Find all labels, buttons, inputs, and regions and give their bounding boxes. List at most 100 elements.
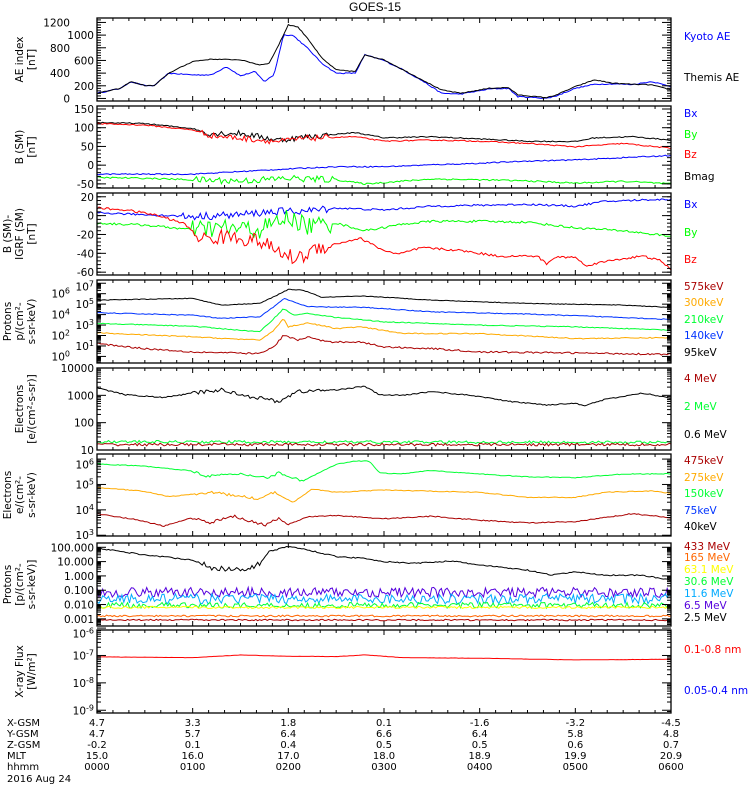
tick-base: 150: [74, 104, 94, 116]
y-tick-label: 400: [50, 68, 70, 80]
legend-entry: 30.6 MeV: [684, 576, 734, 588]
legend-entry: Bz: [684, 149, 697, 161]
panel-frame: [96, 629, 672, 714]
legend-entry: 150keV: [684, 488, 724, 500]
y-tick-label: -50: [77, 179, 94, 191]
y-tick-label: 10-9: [73, 703, 94, 717]
y-tick-label: 0.001: [64, 614, 94, 626]
y-tick-label: 1000: [67, 390, 94, 402]
tick-base: 10.000: [57, 557, 94, 569]
y-axis-label: AE index: [14, 37, 26, 83]
tick-exponent: 5: [89, 297, 94, 306]
tick-exponent: 3: [89, 318, 94, 327]
legend-entry: 0.6 MeV: [684, 429, 728, 441]
series-line-bz: [97, 122, 671, 149]
y-axis-label: s-sr-keV): [26, 472, 38, 518]
y-tick-label: 10: [81, 445, 94, 457]
series-line-575kev: [97, 335, 671, 356]
series-line-by: [97, 210, 671, 239]
y-tick-label: 10-6: [73, 626, 94, 640]
y-axis-label: [W/m²]: [26, 653, 38, 690]
y-tick-label: 0.010: [64, 600, 94, 612]
y-axis-label: X-ray Flux: [14, 645, 26, 698]
ephemeris-value: 0.5: [376, 740, 392, 751]
ephemeris-value: 6.4: [280, 729, 297, 740]
tick-base: 100: [74, 123, 94, 135]
legend-entry: Bx: [684, 199, 697, 211]
ephemeris-value: 0.7: [663, 740, 679, 751]
panel-protons-epead: 0.001 0.010 0.100 1.000 10.000 100.000 Protons…: [2, 541, 734, 627]
y-tick-label: 0.100: [64, 585, 94, 597]
y-axis-label: IGRF (SM): [14, 208, 26, 260]
y-tick-label: 103: [76, 318, 94, 332]
legend-entry: 6.5 MeV: [684, 600, 728, 612]
ephemeris-row-label: MLT: [7, 751, 26, 762]
tick-base: 10: [52, 351, 65, 363]
y-axis-label: s-sr-keV): [26, 299, 38, 345]
ephemeris-value: 0600: [658, 762, 684, 773]
series-line-63-1-mev: [97, 605, 671, 610]
y-tick-label: 104: [52, 308, 70, 322]
ephemeris-value: 0.5: [471, 740, 488, 751]
legend-entry: 2.5 MeV: [684, 612, 728, 624]
series-line-bx: [97, 198, 671, 221]
tick-base: 10: [52, 331, 65, 343]
tick-exponent: 6: [65, 287, 70, 296]
ephemeris-value: 6.4: [471, 729, 488, 740]
y-tick-label: 106: [52, 287, 70, 301]
tick-base: 400: [50, 68, 70, 80]
tick-base: -50: [77, 179, 94, 191]
series-line-kyoto-ae: [97, 33, 671, 99]
tick-base: 0: [87, 211, 94, 223]
legend-entry: Kyoto AE: [684, 31, 730, 43]
series-line-themis-ae: [97, 23, 671, 99]
y-tick-label: 100.000: [51, 543, 94, 555]
series-line-11-6-mev: [97, 592, 671, 606]
y-axis-label: [nT]: [26, 136, 38, 157]
ephemeris-value: -4.5: [661, 718, 681, 729]
tick-base: 1200: [43, 17, 70, 29]
ephemeris-value: -0.2: [87, 740, 107, 751]
y-tick-label: 104: [76, 503, 94, 517]
tick-exponent: 4: [65, 308, 70, 317]
tick-base: 10: [76, 479, 89, 491]
legend-entry: 165 MeV: [684, 552, 731, 564]
series-line-6-5-mev: [97, 585, 671, 599]
ephemeris-value: 0.6: [567, 740, 584, 751]
ephemeris-value: 20.9: [659, 751, 683, 762]
tick-base: 0.100: [64, 585, 94, 597]
y-axis-label: [nT]: [26, 49, 38, 70]
y-tick-label: 150: [74, 104, 94, 116]
tick-exponent: 4: [89, 503, 94, 512]
ephemeris-value: 18.0: [372, 751, 396, 762]
ephemeris-value: 16.0: [181, 751, 204, 762]
tick-exponent: -9: [86, 703, 94, 712]
tick-base: 10: [76, 530, 89, 542]
ephemeris-value: 15.0: [85, 751, 109, 762]
legend-entry: 40keV: [684, 521, 718, 533]
legend-entry: 275keV: [684, 472, 724, 484]
ephemeris-value: 0.1: [184, 740, 201, 751]
y-axis-label: Protons: [2, 302, 14, 341]
panel-frame: [96, 279, 672, 364]
y-tick-label: 100: [74, 418, 94, 430]
y-tick-label: 1.000: [64, 571, 94, 583]
ephemeris-value: 0300: [371, 762, 397, 773]
tick-base: 1.000: [64, 571, 94, 583]
y-tick-label: 0: [87, 160, 94, 172]
panel-electrons-integral: 10 100 1000 10000 Electrons [e/(cm²-s-sr)] 4 M…: [14, 363, 728, 457]
tick-base: 800: [50, 43, 70, 55]
ephemeris-value: -1.6: [469, 718, 490, 729]
legend-entry: Bx: [684, 108, 697, 120]
legend-entry: 0.1-0.8 nm: [684, 644, 741, 656]
y-tick-label: 105: [76, 297, 94, 311]
tick-base: 0: [87, 160, 94, 172]
tick-base: 10: [52, 310, 65, 322]
ephemeris-value: 0500: [562, 762, 589, 773]
ephemeris-value: 6.6: [376, 729, 392, 740]
legend-entry: By: [684, 129, 697, 141]
legend-entry: By: [684, 227, 697, 239]
legend-entry: Themis AE: [683, 72, 739, 84]
legend-entry: 2 MeV: [684, 401, 718, 413]
y-tick-label: 10-8: [73, 676, 94, 690]
